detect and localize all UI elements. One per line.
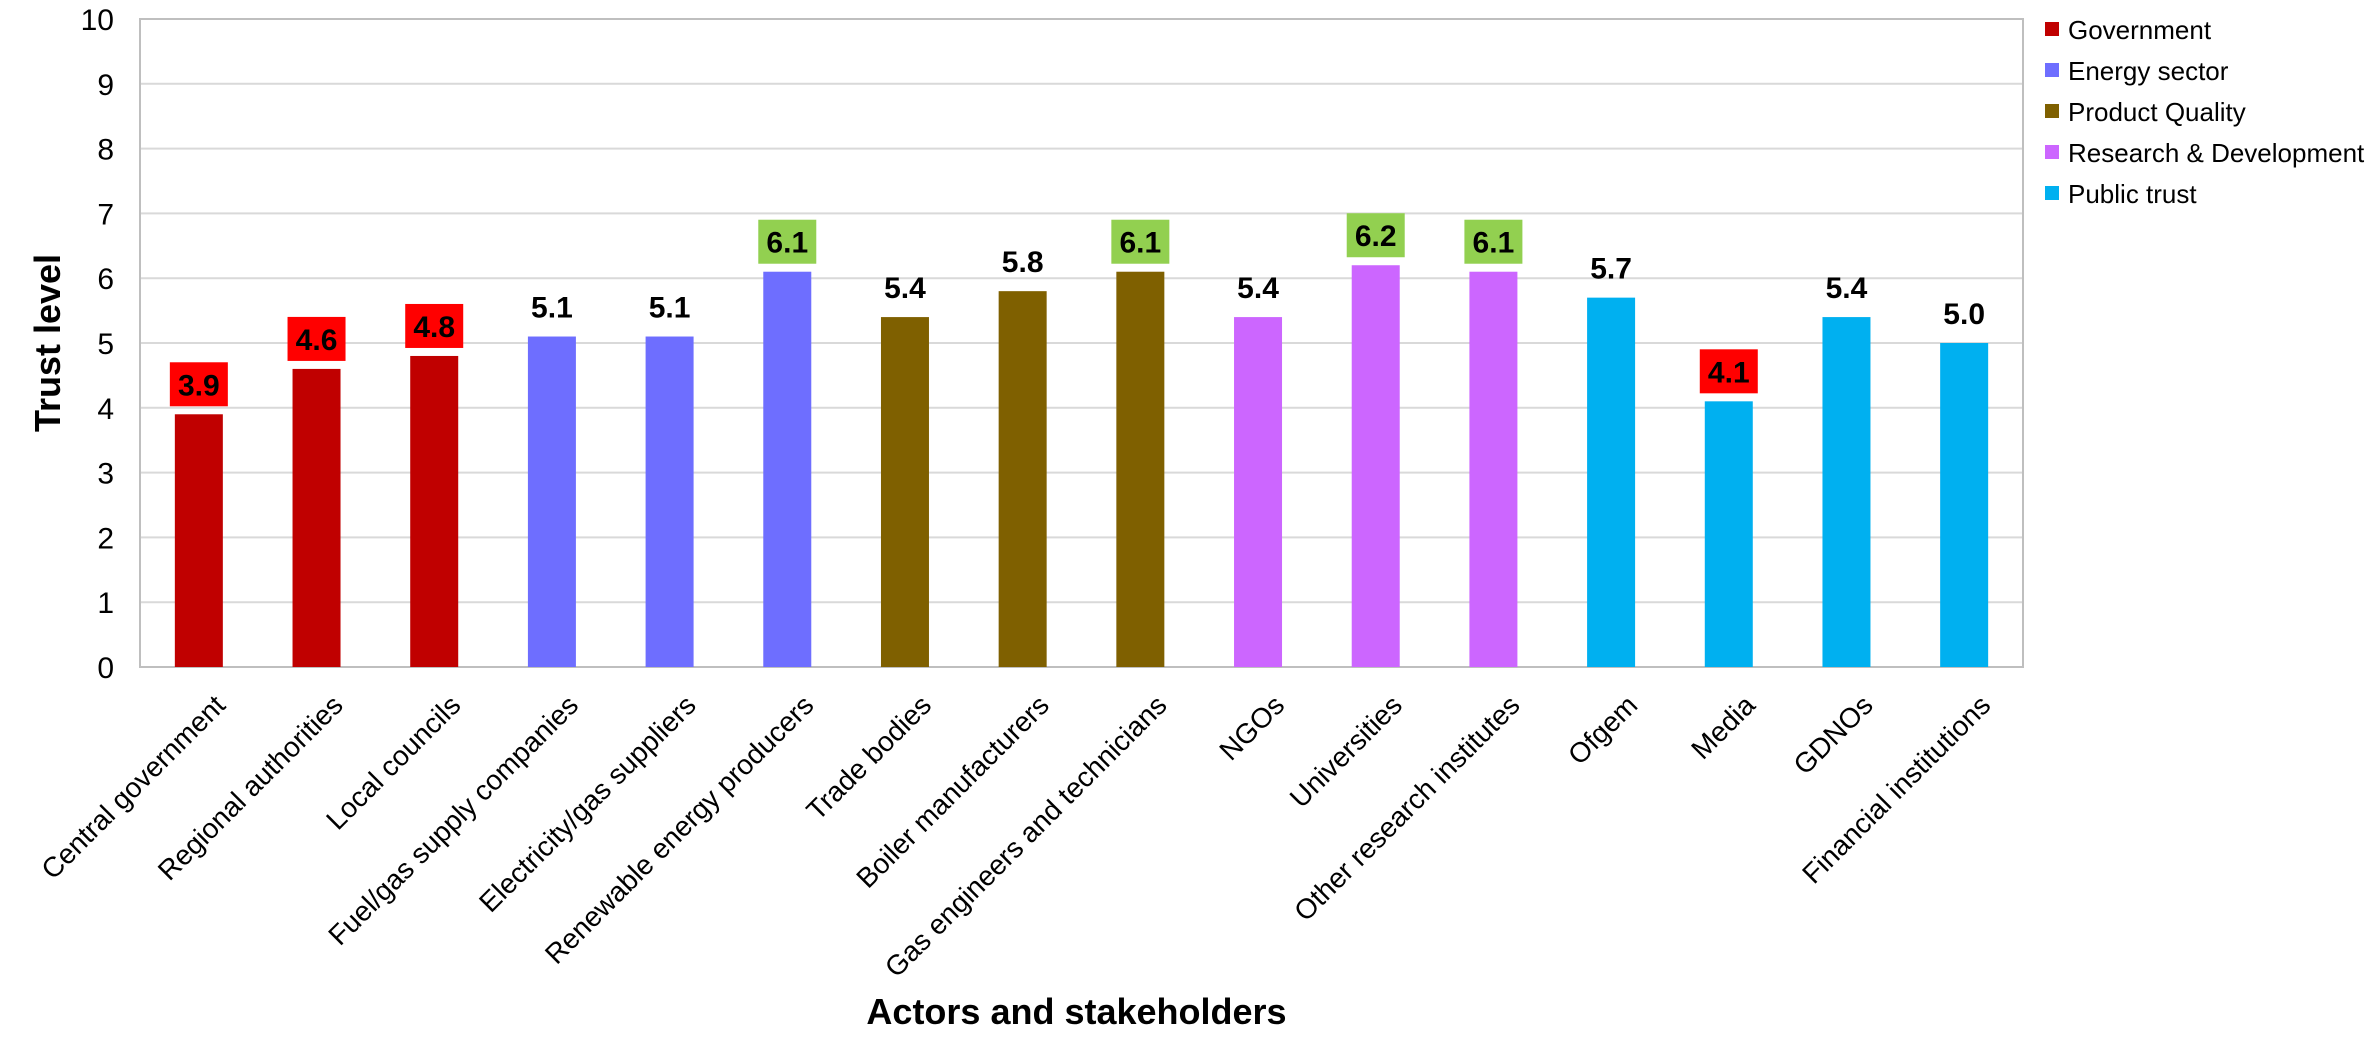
legend-label: Government: [2068, 15, 2212, 45]
x-tick-label: Ofgem: [1562, 689, 1643, 770]
y-tick-label: 10: [81, 4, 114, 37]
x-tick-label: GDNOs: [1787, 689, 1878, 780]
data-label: 5.1: [649, 292, 691, 325]
y-tick-label: 4: [97, 393, 114, 426]
bar: [527, 336, 576, 667]
bar: [880, 317, 929, 667]
y-tick-label: 8: [97, 134, 114, 167]
data-label: 5.4: [1826, 272, 1868, 305]
bar: [1469, 271, 1518, 667]
data-label: 6.1: [766, 227, 808, 260]
bar: [410, 355, 459, 667]
data-label-highlight: [169, 362, 228, 407]
data-label: 5.8: [1002, 246, 1044, 279]
data-label: 6.1: [1119, 227, 1161, 260]
y-axis-ticks: 0 1 2 3 4 5 6 7 8 9 10: [81, 4, 114, 685]
data-label-highlight: [405, 303, 464, 348]
data-label-highlight: [1464, 219, 1523, 264]
y-axis-title: Trust level: [27, 254, 68, 432]
data-label-highlight: [1346, 213, 1405, 258]
data-labels: 3.9 4.6 4.8 5.1 5.1 6.1 5.4 5.8 6.1 5.4 6.2 6.1 5.7 4…: [169, 213, 1985, 407]
y-tick-label: 7: [97, 198, 114, 231]
data-label: 5.4: [884, 272, 926, 305]
x-tick-label: NGOs: [1213, 689, 1290, 766]
legend-swatch: [2045, 63, 2059, 77]
bar: [1587, 297, 1636, 667]
data-label-highlight: [287, 316, 346, 361]
data-label-highlight: [1699, 349, 1758, 394]
y-tick-label: 6: [97, 263, 114, 296]
data-label: 5.4: [1237, 272, 1279, 305]
legend-swatch: [2045, 104, 2059, 118]
legend: Government Energy sector Product Quality Re…: [2045, 15, 2365, 209]
x-axis-title: Actors and stakeholders: [866, 991, 1286, 1032]
plot-area-frame: [139, 18, 2024, 668]
legend-swatch: [2045, 145, 2059, 159]
y-tick-label: 9: [97, 69, 114, 102]
legend-swatch: [2045, 186, 2059, 200]
legend-swatch: [2045, 22, 2059, 36]
legend-label: Research & Development: [2068, 138, 2365, 168]
x-tick-label: Electricity/gas suppliers: [473, 689, 702, 918]
bar: [174, 414, 223, 667]
data-label: 5.0: [1943, 298, 1985, 331]
y-tick-label: 2: [97, 522, 114, 555]
bar: [1822, 317, 1871, 667]
bar: [1234, 317, 1283, 667]
bar: [292, 368, 341, 667]
bar: [1116, 271, 1165, 667]
bar: [645, 336, 694, 667]
data-label: 6.2: [1355, 220, 1397, 253]
data-label-highlight: [1111, 219, 1170, 264]
bars: [174, 265, 1989, 667]
x-tick-label: Media: [1685, 689, 1761, 765]
x-tick-label: Other research institutes: [1288, 689, 1526, 927]
data-label: 3.9: [178, 369, 220, 402]
x-tick-label: Fuel/gas supply companies: [322, 689, 584, 951]
data-label: 5.1: [531, 292, 573, 325]
x-tick-label: Boiler manufacturers: [850, 689, 1055, 894]
bar: [998, 291, 1047, 667]
bar: [1704, 401, 1753, 667]
bar: [1940, 343, 1989, 667]
data-label: 4.6: [296, 324, 338, 357]
data-label-highlight: [758, 219, 817, 264]
data-label: 6.1: [1473, 227, 1515, 260]
y-tick-label: 1: [97, 587, 114, 620]
data-label: 5.7: [1590, 253, 1632, 286]
y-tick-label: 5: [97, 328, 114, 361]
data-label: 4.1: [1708, 356, 1750, 389]
x-tick-label: Universities: [1284, 689, 1408, 813]
y-tick-label: 0: [97, 652, 114, 685]
bar: [1351, 265, 1400, 667]
legend-label: Product Quality: [2068, 97, 2246, 127]
legend-label: Public trust: [2068, 179, 2197, 209]
y-tick-label: 3: [97, 458, 114, 491]
data-label: 4.8: [413, 311, 455, 344]
legend-label: Energy sector: [2068, 56, 2229, 86]
bar: [763, 271, 812, 667]
